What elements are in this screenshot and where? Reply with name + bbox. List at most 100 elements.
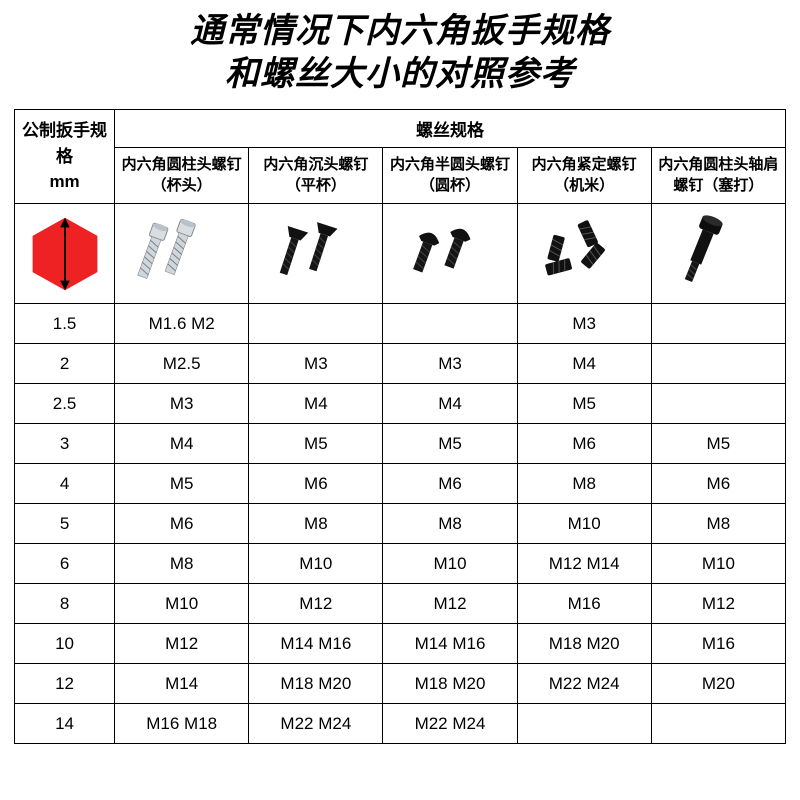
spec-cell: M6: [383, 464, 517, 504]
table-row: 1.5M1.6 M2 M3: [15, 304, 786, 344]
spec-cell: M10: [651, 544, 785, 584]
page: 通常情况下内六角扳手规格 和螺丝大小的对照参考 公制扳手规格 mm 螺丝规格内六角圆…: [0, 0, 800, 800]
spec-cell: [383, 304, 517, 344]
wrench-header-unit: mm: [49, 172, 79, 191]
img-cell-2: [383, 204, 517, 304]
col-header-4: 内六角圆柱头轴肩螺钉（塞打）: [651, 148, 785, 204]
spec-cell: M5: [517, 384, 651, 424]
subheader-row: 内六角圆柱头螺钉（杯头）内六角沉头螺钉（平杯）内六角半圆头螺钉（圆杯）内六角紧定…: [15, 148, 786, 204]
table-row: 6M8M10M10M12 M14M10: [15, 544, 786, 584]
spec-cell: M12 M14: [517, 544, 651, 584]
wrench-size-cell: 4: [15, 464, 115, 504]
table-row: 2M2.5M3M3M4: [15, 344, 786, 384]
hexagon-icon: [25, 211, 105, 297]
spec-cell: M4: [517, 344, 651, 384]
spec-cell: M14: [115, 664, 249, 704]
table-row: 2.5M3M4M4M5: [15, 384, 786, 424]
spec-cell: M12: [249, 584, 383, 624]
spec-cell: M10: [517, 504, 651, 544]
table-body: 1.5M1.6 M2M32M2.5M3M3M42.5M3M4M4M53M4M5M…: [15, 304, 786, 744]
table-row: 5M6M8M8M10M8: [15, 504, 786, 544]
spec-cell: M8: [249, 504, 383, 544]
screw-spec-header: 螺丝规格: [115, 110, 786, 148]
wrench-size-cell: 10: [15, 624, 115, 664]
spec-cell: M14 M16: [249, 624, 383, 664]
spec-cell: M5: [651, 424, 785, 464]
img-cell-3: [517, 204, 651, 304]
spec-cell: M4: [383, 384, 517, 424]
hexagon-cell: [15, 204, 115, 304]
spec-cell: M16: [517, 584, 651, 624]
spec-cell: M6: [517, 424, 651, 464]
spec-cell: [651, 704, 785, 744]
spec-cell: M3: [517, 304, 651, 344]
table-container: 公制扳手规格 mm 螺丝规格内六角圆柱头螺钉（杯头）内六角沉头螺钉（平杯）内六角半圆…: [0, 109, 800, 800]
spec-cell: M22 M24: [383, 704, 517, 744]
spec-cell: [651, 304, 785, 344]
wrench-size-cell: 1.5: [15, 304, 115, 344]
spec-cell: M18 M20: [249, 664, 383, 704]
spec-cell: M8: [517, 464, 651, 504]
wrench-size-cell: 12: [15, 664, 115, 704]
image-row: [15, 204, 786, 304]
spec-cell: M4: [115, 424, 249, 464]
wrench-size-cell: 6: [15, 544, 115, 584]
table-row: 10M12M14 M16M14 M16M18 M20M16: [15, 624, 786, 664]
spec-cell: M6: [115, 504, 249, 544]
wrench-header-label: 公制扳手规格: [22, 121, 107, 166]
table-row: 3M4M5M5M6M5: [15, 424, 786, 464]
spec-cell: M8: [651, 504, 785, 544]
spec-cell: M5: [249, 424, 383, 464]
spec-cell: M16 M18: [115, 704, 249, 744]
spec-cell: M6: [249, 464, 383, 504]
table-row: 14M16 M18M22 M24M22 M24: [15, 704, 786, 744]
img-cell-4: [651, 204, 785, 304]
spec-cell: [249, 304, 383, 344]
wrench-size-cell: 2: [15, 344, 115, 384]
spec-cell: M1.6 M2: [115, 304, 249, 344]
spec-cell: M14 M16: [383, 624, 517, 664]
spec-cell: M8: [115, 544, 249, 584]
spec-cell: M12: [651, 584, 785, 624]
spec-cell: M22 M24: [517, 664, 651, 704]
col-header-1: 内六角沉头螺钉（平杯）: [249, 148, 383, 204]
wrench-header: 公制扳手规格 mm: [15, 110, 115, 204]
spec-cell: M18 M20: [517, 624, 651, 664]
wrench-size-cell: 8: [15, 584, 115, 624]
spec-cell: M12: [115, 624, 249, 664]
spec-cell: M3: [249, 344, 383, 384]
spec-cell: [651, 384, 785, 424]
spec-cell: M3: [115, 384, 249, 424]
img-cell-0: [115, 204, 249, 304]
spec-cell: [517, 704, 651, 744]
spec-cell: M4: [249, 384, 383, 424]
spec-cell: M12: [383, 584, 517, 624]
spec-cell: M20: [651, 664, 785, 704]
table-row: 12M14M18 M20M18 M20M22 M24M20: [15, 664, 786, 704]
spec-cell: M6: [651, 464, 785, 504]
table-row: 8M10M12M12M16M12: [15, 584, 786, 624]
wrench-size-cell: 3: [15, 424, 115, 464]
title-line-1: 通常情况下内六角扳手规格: [20, 10, 780, 53]
spec-cell: M3: [383, 344, 517, 384]
spec-cell: M2.5: [115, 344, 249, 384]
table-row: 4M5M6M6M8M6: [15, 464, 786, 504]
col-header-2: 内六角半圆头螺钉（圆杯）: [383, 148, 517, 204]
spec-cell: M18 M20: [383, 664, 517, 704]
spec-cell: M22 M24: [249, 704, 383, 744]
spec-table: 公制扳手规格 mm 螺丝规格内六角圆柱头螺钉（杯头）内六角沉头螺钉（平杯）内六角半圆…: [14, 109, 786, 744]
spec-cell: [651, 344, 785, 384]
spec-cell: M5: [115, 464, 249, 504]
title-block: 通常情况下内六角扳手规格 和螺丝大小的对照参考: [0, 0, 800, 109]
wrench-size-cell: 5: [15, 504, 115, 544]
spec-cell: M8: [383, 504, 517, 544]
col-header-3: 内六角紧定螺钉（机米）: [517, 148, 651, 204]
spec-cell: M10: [383, 544, 517, 584]
table-head: 公制扳手规格 mm 螺丝规格内六角圆柱头螺钉（杯头）内六角沉头螺钉（平杯）内六角半圆…: [15, 110, 786, 304]
img-cell-1: [249, 204, 383, 304]
spec-cell: M16: [651, 624, 785, 664]
spec-cell: M10: [115, 584, 249, 624]
col-header-0: 内六角圆柱头螺钉（杯头）: [115, 148, 249, 204]
wrench-size-cell: 14: [15, 704, 115, 744]
title-line-2: 和螺丝大小的对照参考: [20, 53, 780, 96]
